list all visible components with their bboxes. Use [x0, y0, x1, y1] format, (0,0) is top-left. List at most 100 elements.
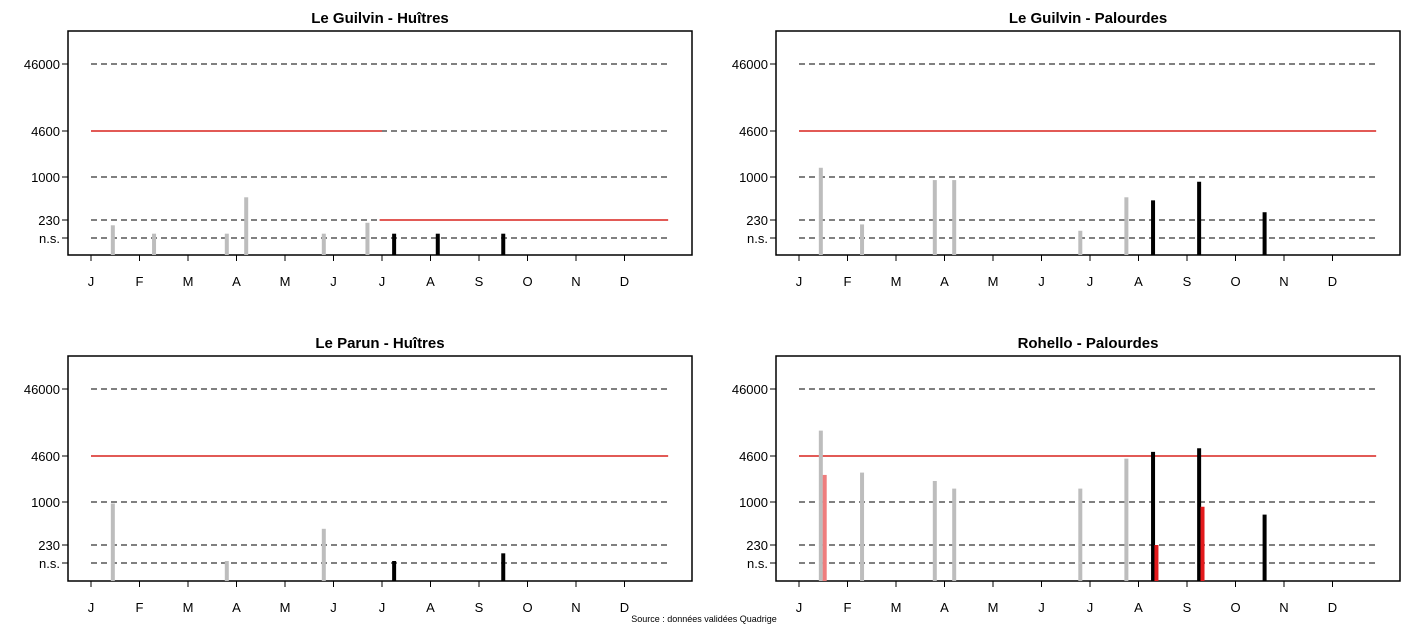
- x-tick-label: M: [183, 274, 194, 289]
- x-tick-label: J: [379, 274, 386, 289]
- data-bar: [1262, 514, 1267, 581]
- data-bar: [952, 180, 957, 255]
- data-bar: [818, 430, 823, 581]
- x-tick-label: J: [88, 274, 95, 289]
- data-bar: [932, 480, 937, 581]
- y-tick-label: 230: [38, 213, 60, 228]
- x-tick-label: J: [330, 274, 337, 289]
- y-tick-label: 46000: [732, 382, 768, 397]
- y-tick-label: 1000: [31, 170, 60, 185]
- data-bar: [860, 224, 865, 255]
- x-tick-label: F: [136, 600, 144, 615]
- x-tick-label: M: [891, 600, 902, 615]
- x-tick-label: M: [183, 600, 194, 615]
- plot-frame: [775, 30, 1401, 256]
- data-bar: [501, 233, 506, 255]
- x-tick-label: D: [1328, 274, 1337, 289]
- data-bar: [1078, 230, 1083, 255]
- chart-panel-3: Le Parun - Huîtres n.s. 230 1000 4600 46000 J F…: [24, 335, 693, 615]
- data-bar: [244, 197, 249, 255]
- x-tick-label: F: [136, 274, 144, 289]
- x-tick-label: M: [280, 274, 291, 289]
- plot-frame: [67, 30, 693, 256]
- x-tick-label: A: [426, 274, 435, 289]
- data-bar: [365, 222, 370, 255]
- x-tick-label: S: [475, 274, 484, 289]
- data-bar: [818, 167, 823, 255]
- y-tick-label: 46000: [732, 57, 768, 72]
- data-bar: [1197, 181, 1202, 255]
- data-bar: [321, 528, 326, 581]
- x-tick-label: A: [426, 600, 435, 615]
- x-tick-label: J: [330, 600, 337, 615]
- data-bar: [392, 561, 397, 581]
- plot-frame: [775, 355, 1401, 582]
- x-tick-label: D: [620, 600, 629, 615]
- data-bar: [224, 233, 229, 255]
- data-bar: [932, 180, 937, 255]
- data-bar: [1151, 200, 1156, 255]
- chart-panel-1: Le Guilvin - Huîtres n.s. 230 1000 4600 46000…: [24, 10, 693, 289]
- data-bar: [860, 472, 865, 581]
- y-tick-label: 1000: [739, 170, 768, 185]
- x-tick-label: A: [940, 274, 949, 289]
- y-tick-label: 4600: [31, 124, 60, 139]
- x-tick-label: J: [1038, 274, 1045, 289]
- y-tick-label: 4600: [739, 449, 768, 464]
- data-bar: [435, 233, 440, 255]
- data-bar: [110, 225, 115, 255]
- x-tick-label: A: [1134, 274, 1143, 289]
- x-tick-label: D: [1328, 600, 1337, 615]
- x-tick-label: S: [1183, 274, 1192, 289]
- y-tick-label: 230: [746, 213, 768, 228]
- x-tick-label: F: [844, 274, 852, 289]
- data-bar: [110, 503, 115, 581]
- y-tick-label: 1000: [31, 495, 60, 510]
- x-tick-label: D: [620, 274, 629, 289]
- data-bar: [1197, 448, 1202, 581]
- x-tick-label: F: [844, 600, 852, 615]
- data-bar: [822, 474, 827, 581]
- x-tick-label: N: [571, 274, 580, 289]
- data-bar: [152, 233, 157, 255]
- x-tick-label: O: [522, 274, 532, 289]
- data-bar: [1154, 545, 1159, 581]
- y-tick-label: n.s.: [39, 231, 60, 246]
- data-bar: [224, 561, 229, 581]
- data-bar: [952, 488, 957, 581]
- data-bar: [321, 233, 326, 255]
- x-tick-label: N: [1279, 274, 1288, 289]
- y-tick-label: n.s.: [747, 231, 768, 246]
- y-tick-label: 230: [38, 538, 60, 553]
- y-tick-label: 46000: [24, 57, 60, 72]
- panel-title: Le Parun - Huîtres: [315, 335, 444, 352]
- x-tick-label: N: [1279, 600, 1288, 615]
- x-tick-label: J: [1087, 600, 1094, 615]
- y-tick-label: n.s.: [39, 556, 60, 571]
- x-tick-label: J: [796, 274, 803, 289]
- data-bar: [392, 233, 397, 255]
- y-tick-label: 46000: [24, 382, 60, 397]
- data-bar: [1200, 506, 1205, 581]
- x-tick-label: M: [988, 274, 999, 289]
- x-tick-label: J: [88, 600, 95, 615]
- x-tick-label: O: [1230, 600, 1240, 615]
- x-tick-label: O: [522, 600, 532, 615]
- data-bar: [1124, 197, 1129, 255]
- data-bar: [1124, 458, 1129, 581]
- data-bar: [1262, 212, 1267, 255]
- chart-panel-2: Le Guilvin - Palourdes n.s. 230 1000 4600 460…: [732, 10, 1401, 289]
- data-bar: [1078, 488, 1083, 581]
- x-tick-label: J: [796, 600, 803, 615]
- x-tick-label: N: [571, 600, 580, 615]
- panel-title: Rohello - Palourdes: [1018, 335, 1159, 352]
- y-tick-label: 4600: [739, 124, 768, 139]
- source-caption: Source : données validées Quadrige: [631, 614, 777, 624]
- panel-title: Le Guilvin - Huîtres: [311, 10, 449, 27]
- y-tick-label: n.s.: [747, 556, 768, 571]
- x-tick-label: A: [232, 600, 241, 615]
- x-tick-label: M: [988, 600, 999, 615]
- plot-frame: [67, 355, 693, 582]
- y-tick-label: 230: [746, 538, 768, 553]
